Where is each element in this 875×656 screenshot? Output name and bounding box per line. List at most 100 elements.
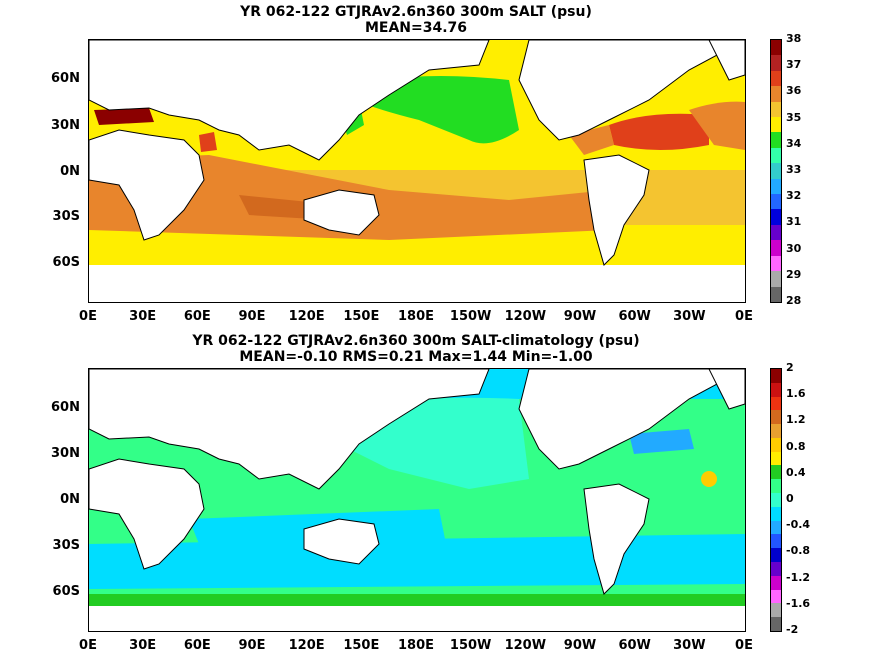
map2-colorbar-swatch	[771, 520, 781, 535]
map1-lat-label-30n: 30N	[51, 118, 80, 133]
map1-lon-label: 90E	[238, 309, 266, 324]
map2-colorbar-swatch	[771, 548, 781, 562]
map2-colorbar-swatch	[771, 369, 781, 383]
map1-field	[89, 40, 745, 302]
map1-colorbar-swatch	[771, 70, 781, 87]
map1-lon-label: 120E	[288, 309, 325, 324]
map1-colorbar-swatch	[771, 101, 781, 118]
map1-colorbar-label: 33	[786, 163, 802, 176]
map2-colorbar-swatch	[771, 603, 781, 618]
map2-colorbar-swatch	[771, 410, 781, 425]
map1-colorbar-label: 29	[786, 267, 802, 281]
map2-colorbar-swatch	[771, 465, 781, 480]
map1-lon-label: 60W	[618, 309, 651, 324]
map1-lon-label: 120W	[504, 309, 547, 324]
map1-lon-label: 0E	[735, 309, 753, 324]
map2-panel	[88, 368, 746, 632]
map1-panel	[88, 39, 746, 303]
map1-lon-label: 180E	[397, 309, 435, 324]
map2-colorbar-label: 2	[786, 361, 794, 374]
map2-colorbar-label: -2	[786, 623, 799, 636]
map1-title-line1: YR 062-122 GTJRAv2.6n360 300m SALT (psu)	[240, 4, 592, 20]
map2-colorbar-swatch	[771, 493, 781, 507]
map1-colorbar-label: 28	[786, 294, 802, 307]
map1-colorbar-swatch	[771, 224, 781, 241]
map2-title-line1: YR 062-122 GTJRAv2.6n360 300m SALT-clima…	[192, 333, 640, 349]
map2-colorbar-label: 1.6	[786, 387, 806, 401]
map2-lon-label: 0E	[735, 638, 753, 653]
map2-field	[89, 369, 745, 631]
map1-colorbar	[770, 39, 782, 303]
map1-colorbar-swatch	[771, 209, 781, 225]
map2-colorbar-label: -0.8	[786, 544, 811, 558]
map2-lat-label-60s: 60S	[52, 584, 80, 599]
map2-colorbar-swatch	[771, 437, 781, 452]
map1-colorbar-swatch	[771, 194, 781, 210]
map2-lon-label: 120E	[288, 638, 325, 653]
map1-colorbar-swatch	[771, 40, 781, 56]
map1-colorbar-swatch	[771, 86, 781, 102]
map1-colorbar-label: 35	[786, 110, 802, 124]
map2-colorbar-swatch	[771, 575, 781, 590]
map1-lat-label-0n: 0N	[60, 164, 80, 179]
map1-colorbar-swatch	[771, 117, 781, 133]
map2-colorbar-swatch	[771, 534, 781, 549]
map2-lon-label: 30E	[129, 638, 157, 653]
map1-colorbar-swatch	[771, 286, 781, 302]
map2-colorbar-swatch	[771, 396, 781, 411]
map1-colorbar-swatch	[771, 132, 781, 148]
map1-lon-label: 150E	[343, 309, 380, 324]
map1-lon-label: 90W	[563, 309, 597, 324]
map1-colorbar-swatch	[771, 240, 781, 256]
map1-colorbar-swatch	[771, 147, 781, 164]
map2-lon-label: 0E	[79, 638, 97, 653]
map2-lat-label-30s: 30S	[52, 538, 80, 553]
map2-lat-label-0n: 0N	[60, 492, 80, 507]
map1-colorbar-swatch	[771, 271, 781, 287]
map2-colorbar-swatch	[771, 506, 781, 521]
map2-colorbar-label: -0.4	[786, 518, 811, 532]
map2-lon-label: 30W	[673, 638, 706, 653]
map2-colorbar-swatch	[771, 479, 781, 494]
map2-colorbar-label: 0.4	[786, 465, 806, 479]
map2-colorbar-swatch	[771, 451, 781, 466]
map1-colorbar-swatch	[771, 163, 781, 179]
map1-lat-label-60s: 60S	[52, 255, 80, 270]
map2-lat-label-30n: 30N	[51, 446, 80, 461]
map1-title-line2: MEAN=34.76	[364, 20, 468, 36]
map1-lon-label: 60E	[183, 309, 211, 324]
map1-colorbar-label: 32	[786, 189, 802, 203]
map1-colorbar-label: 38	[786, 32, 802, 45]
map2-lon-label: 60W	[618, 638, 651, 653]
map1-colorbar-label: 30	[786, 241, 802, 255]
map2-colorbar	[770, 368, 782, 632]
map2-colorbar-swatch	[771, 424, 781, 438]
map2-lon-label: 180E	[397, 638, 435, 653]
map2-title-line2: MEAN=-0.10 RMS=0.21 Max=1.44 Min=-1.00	[239, 349, 593, 365]
map2-lon-label: 90E	[238, 638, 266, 653]
map1-colorbar-swatch	[771, 178, 781, 195]
map2-lon-label: 60E	[183, 638, 211, 653]
map2-lat-label-60n: 60N	[51, 400, 80, 415]
map1-colorbar-swatch	[771, 255, 781, 272]
map1-colorbar-label: 36	[786, 84, 802, 98]
map1-colorbar-label: 37	[786, 58, 802, 72]
map2-colorbar-swatch	[771, 617, 781, 631]
map2-lon-label: 150E	[343, 638, 380, 653]
map2-lon-label: 90W	[563, 638, 597, 653]
map1-lon-label: 0E	[79, 309, 97, 324]
map2-lon-label: 150W	[449, 638, 492, 653]
map1-lat-label-30s: 30S	[52, 209, 80, 224]
map1-lon-label: 30W	[673, 309, 706, 324]
map1-lon-label: 30E	[129, 309, 157, 324]
map2-colorbar-label: 0.8	[786, 439, 806, 453]
map1-lon-label: 150W	[449, 309, 492, 324]
map2-colorbar-label: -1.2	[786, 570, 811, 584]
map2-colorbar-label: 0	[786, 492, 794, 505]
map2-lon-label: 120W	[504, 638, 547, 653]
map2-colorbar-swatch	[771, 561, 781, 576]
map2-colorbar-swatch	[771, 589, 781, 604]
map1-colorbar-label: 31	[786, 215, 802, 229]
map1-colorbar-swatch	[771, 55, 781, 71]
map1-lat-label-60n: 60N	[51, 71, 80, 86]
